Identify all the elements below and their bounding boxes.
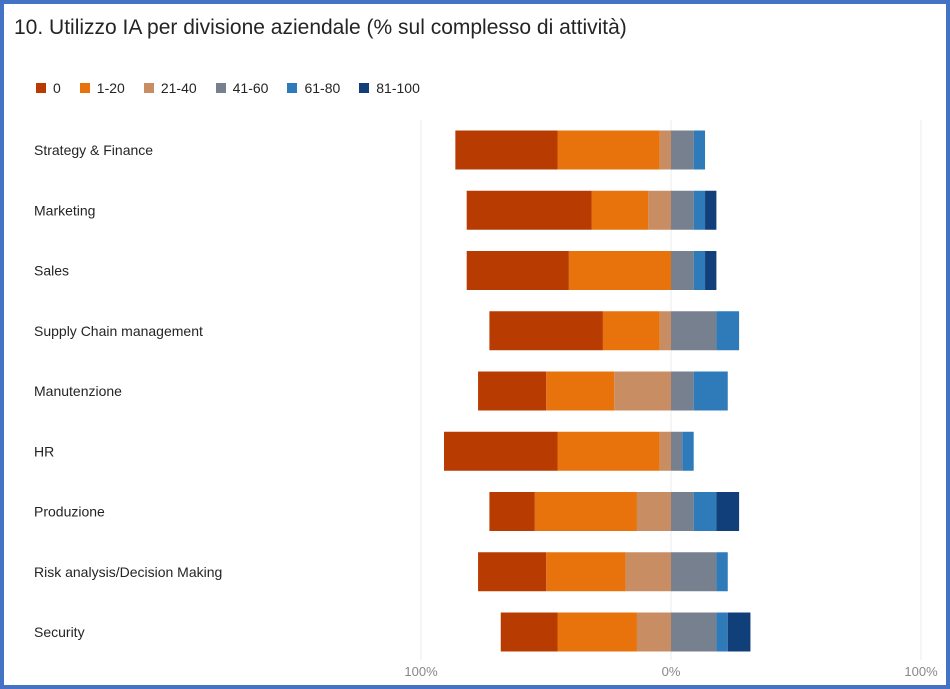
- bar-segment-21-40: [659, 130, 671, 170]
- bar-segment-41-60: [671, 492, 694, 531]
- bar-segment-61-80: [693, 371, 728, 411]
- bar-segment-0: [455, 130, 558, 170]
- bar-segment-21-40: [614, 371, 671, 411]
- bar-segment-21-40: [659, 431, 671, 471]
- legend-label: 41-60: [232, 80, 269, 96]
- legend-swatch: [287, 83, 298, 93]
- category-label: Security: [34, 624, 85, 640]
- category-label: Manutenzione: [34, 383, 122, 399]
- bar-segment-61-80: [693, 130, 706, 170]
- legend-swatch: [215, 83, 226, 93]
- bar-segment-0: [466, 251, 569, 290]
- legend-swatch: [359, 83, 370, 93]
- bar-segment-41-60: [671, 371, 694, 411]
- bar-segment-21-40: [636, 492, 671, 531]
- bar-segment-41-60: [671, 431, 683, 471]
- bar-segment-1-20: [557, 431, 660, 471]
- legend-swatch: [143, 83, 154, 93]
- bar-segment-41-60: [671, 130, 694, 170]
- bar-segment-21-40: [648, 190, 671, 230]
- bar-segment-61-80: [693, 190, 706, 230]
- chart-title: 10. Utilizzo IA per divisione aziendale …: [14, 16, 627, 39]
- bar-segment-0: [489, 492, 535, 531]
- bar-segment-21-40: [625, 552, 671, 592]
- bar-segment-21-40: [636, 612, 671, 652]
- category-label: Sales: [34, 263, 69, 279]
- category-label: Risk analysis/Decision Making: [34, 564, 222, 580]
- bar-segment-0: [466, 190, 592, 230]
- legend-item[interactable]: 61-80: [287, 80, 340, 96]
- bar-segment-61-80: [716, 612, 728, 652]
- legend-item[interactable]: 41-60: [215, 80, 269, 96]
- legend-label: 61-80: [304, 80, 341, 96]
- bar-segment-0: [500, 612, 558, 652]
- legend-label: 1-20: [96, 80, 125, 96]
- bar-segment-41-60: [671, 311, 717, 351]
- bar-segment-61-80: [716, 311, 740, 351]
- x-tick-label: 100%: [404, 664, 438, 679]
- bar-segment-1-20: [557, 130, 660, 170]
- legend-label: 21-40: [160, 80, 197, 96]
- bar-segment-21-40: [659, 311, 671, 351]
- bar-segment-1-20: [546, 552, 626, 592]
- legend-swatch: [79, 83, 90, 93]
- bar-segment-0: [444, 431, 558, 471]
- legend-swatch: [36, 83, 46, 93]
- legend-item[interactable]: 81-100: [359, 80, 420, 96]
- bar-segment-81-100: [727, 612, 751, 652]
- category-label: Marketing: [34, 202, 95, 218]
- bar-segment-41-60: [671, 612, 717, 652]
- bar-segment-1-20: [568, 251, 671, 290]
- category-label: Strategy & Finance: [34, 142, 153, 158]
- legend-label: 81-100: [376, 80, 420, 96]
- x-tick-label: 100%: [904, 664, 938, 679]
- bar-segment-81-100: [716, 492, 740, 531]
- category-label: Supply Chain management: [34, 323, 203, 339]
- legend-label: 0: [53, 80, 61, 96]
- bar-segment-81-100: [705, 190, 717, 230]
- bar-segment-61-80: [693, 251, 706, 290]
- bar-segment-81-100: [705, 251, 717, 290]
- bar-segment-61-80: [716, 552, 728, 592]
- bar-segment-1-20: [534, 492, 637, 531]
- bar-segment-61-80: [682, 431, 694, 471]
- legend-item[interactable]: 0: [36, 80, 61, 96]
- bar-segment-1-20: [546, 371, 615, 411]
- legend-item[interactable]: 1-20: [79, 80, 125, 96]
- category-label: Produzione: [34, 504, 105, 520]
- bar-segment-41-60: [671, 190, 694, 230]
- bar-segment-0: [478, 371, 547, 411]
- legend-item[interactable]: 21-40: [143, 80, 197, 96]
- x-tick-label: 0%: [662, 664, 681, 679]
- bar-segment-1-20: [591, 190, 649, 230]
- bar-segment-61-80: [693, 492, 717, 531]
- category-label: HR: [34, 443, 54, 459]
- legend: 0 1-20 21-40 41-60 61-80 81-100: [36, 80, 439, 96]
- bar-segment-0: [489, 311, 603, 351]
- bar-segment-0: [478, 552, 547, 592]
- bar-segment-1-20: [557, 612, 637, 652]
- bar-segment-41-60: [671, 552, 717, 592]
- bar-segment-41-60: [671, 251, 694, 290]
- bar-segment-1-20: [602, 311, 660, 351]
